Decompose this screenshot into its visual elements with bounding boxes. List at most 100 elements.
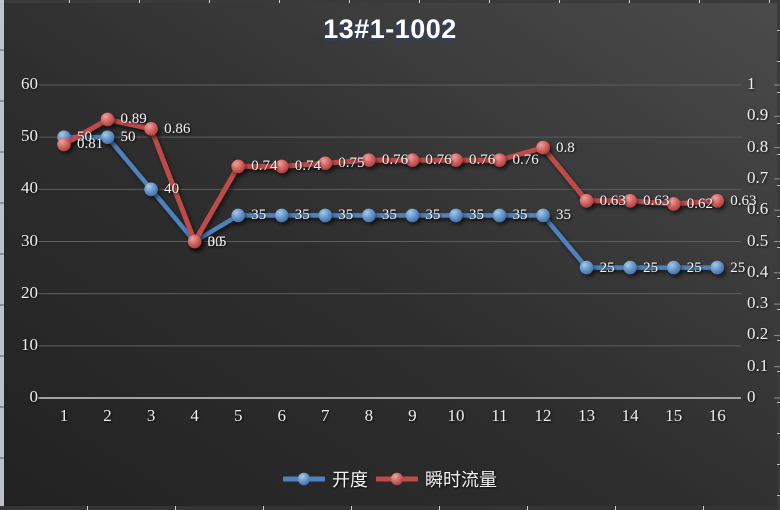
data-label-开度: 25 (686, 259, 702, 276)
data-point-开度-5[interactable] (231, 208, 245, 223)
chart-title: 13#1-1002 (323, 14, 457, 44)
data-label-开度: 25 (643, 259, 659, 276)
data-label-开度: 35 (381, 207, 397, 224)
x-axis-tick: 1 (59, 406, 69, 425)
data-point-瞬时流量-12[interactable] (536, 140, 550, 155)
data-point-瞬时流量-5[interactable] (231, 159, 245, 174)
data-label-开度: 35 (294, 207, 310, 224)
x-axis-tick: 14 (621, 406, 639, 425)
data-point-瞬时流量-1[interactable] (57, 137, 71, 152)
data-label-瞬时流量: 0.81 (77, 136, 104, 153)
y-axis-left-tick: 20 (21, 282, 38, 302)
data-point-瞬时流量-16[interactable] (710, 194, 725, 208)
x-axis-tick: 12 (534, 406, 552, 425)
data-label-瞬时流量: 0.74 (251, 158, 278, 175)
data-label-开度: 35 (425, 207, 441, 224)
data-point-开度-15[interactable] (666, 260, 681, 275)
data-label-开度: 35 (556, 207, 572, 224)
y-axis-left-tick: 0 (29, 387, 39, 406)
y-axis-left-tick: 40 (21, 178, 38, 198)
data-label-开度: 35 (512, 207, 528, 224)
data-point-开度-11[interactable] (492, 208, 507, 223)
data-point-开度-2[interactable] (100, 130, 115, 144)
data-point-开度-12[interactable] (536, 208, 550, 223)
legend-item-shunshiliuliang[interactable]: 瞬时流量 (376, 466, 497, 492)
data-label-开度: 50 (120, 129, 136, 146)
data-label-瞬时流量: 0.76 (425, 152, 452, 169)
x-axis-tick: 7 (321, 406, 330, 425)
legend-label: 瞬时流量 (425, 470, 497, 490)
y-axis-right-tick: 0.2 (747, 324, 769, 344)
y-axis-right-tick: 0.1 (747, 355, 769, 375)
data-label-开度: 50 (77, 129, 92, 146)
y-axis-left-tick: 10 (21, 334, 38, 354)
data-label-瞬时流量: 0.75 (338, 155, 365, 172)
x-axis-tick: 6 (277, 406, 287, 425)
data-point-瞬时流量-15[interactable] (666, 197, 681, 211)
data-label-瞬时流量: 0.63 (599, 192, 626, 209)
data-point-瞬时流量-14[interactable] (623, 194, 637, 208)
data-label-开度: 25 (599, 259, 615, 276)
x-axis-tick: 15 (665, 406, 683, 425)
y-axis-right-tick: 0.5 (747, 230, 769, 250)
data-point-开度-14[interactable] (623, 260, 637, 275)
data-label-瞬时流量: 0.62 (686, 195, 713, 212)
data-point-开度-10[interactable] (449, 208, 463, 223)
data-point-瞬时流量-6[interactable] (274, 159, 289, 174)
data-point-瞬时流量-8[interactable] (362, 153, 376, 167)
y-axis-right-tick: 0 (747, 387, 756, 406)
series-layer[interactable] (57, 112, 725, 275)
data-label-瞬时流量: 0.76 (381, 152, 409, 169)
data-label-开度: 35 (468, 207, 484, 224)
y-axis-right-tick: 0.6 (747, 199, 769, 219)
y-axis-left-tick: 60 (21, 74, 38, 93)
spreadsheet-edge-right (777, 0, 780, 510)
data-point-开度-6[interactable] (274, 208, 289, 223)
data-label-开度: 35 (251, 207, 267, 224)
data-point-开度-8[interactable] (362, 208, 376, 223)
data-label-开度: 25 (730, 259, 746, 276)
legend-item-kaidu[interactable]: 开度 (283, 466, 368, 492)
data-point-瞬时流量-13[interactable] (579, 194, 594, 208)
spreadsheet-edge-bottom (0, 506, 780, 510)
x-axis-tick: 8 (364, 406, 374, 425)
y-axis-right-tick: 0.8 (747, 136, 769, 156)
x-axis-tick: 9 (408, 406, 417, 425)
data-point-瞬时流量-7[interactable] (318, 156, 333, 171)
y-axis-right-tick: 1 (747, 74, 756, 93)
data-point-瞬时流量-11[interactable] (492, 153, 507, 167)
legend: 开度 瞬时流量 (0, 465, 780, 493)
y-axis-left-tick: 50 (21, 126, 38, 146)
data-point-瞬时流量-2[interactable] (100, 112, 115, 127)
data-label-瞬时流量: 0.5 (207, 233, 227, 250)
data-point-瞬时流量-4[interactable] (187, 234, 202, 249)
y-axis-right-tick: 0.7 (747, 167, 769, 187)
axis-tick-marks (774, 84, 780, 399)
data-label-瞬时流量: 0.89 (120, 111, 147, 128)
data-point-开度-9[interactable] (405, 208, 420, 223)
legend-marker-red-icon (376, 472, 418, 486)
spreadsheet-edge-left (0, 0, 4, 510)
data-point-开度-13[interactable] (579, 260, 594, 275)
series-瞬时流量[interactable] (57, 112, 725, 249)
data-label-开度: 40 (164, 181, 180, 198)
data-label-瞬时流量: 0.76 (468, 152, 496, 169)
gridlines (38, 84, 741, 399)
data-point-瞬时流量-3[interactable] (144, 122, 158, 136)
data-label-瞬时流量: 0.74 (294, 158, 321, 175)
legend-label: 开度 (332, 470, 368, 490)
x-axis-tick: 13 (578, 406, 596, 425)
y-axis-right-tick: 0.9 (747, 105, 769, 125)
data-point-开度-16[interactable] (710, 260, 725, 275)
data-label-瞬时流量: 0.86 (164, 120, 191, 137)
data-point-开度-7[interactable] (318, 208, 333, 223)
data-label-瞬时流量: 0.63 (643, 192, 670, 209)
spreadsheet-edge-top (0, 0, 780, 3)
x-axis-tick: 11 (491, 406, 508, 425)
data-point-开度-3[interactable] (144, 182, 158, 197)
x-axis-tick: 5 (233, 406, 243, 425)
data-point-瞬时流量-10[interactable] (449, 153, 463, 167)
data-point-瞬时流量-9[interactable] (405, 153, 420, 167)
